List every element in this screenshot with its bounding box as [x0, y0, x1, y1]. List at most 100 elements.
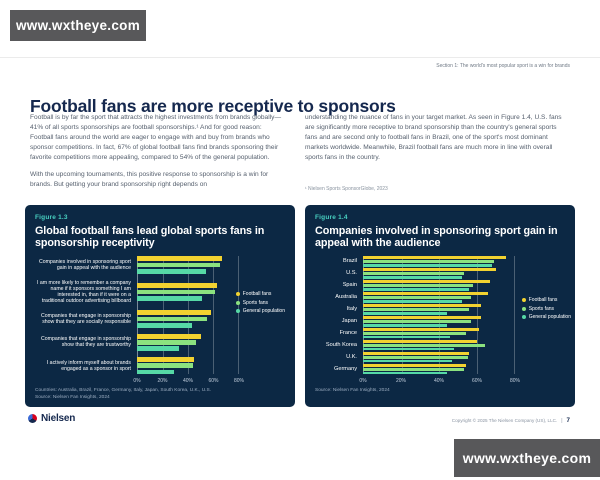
bar-sports-fans [363, 355, 468, 359]
bar-football-fans [137, 357, 195, 362]
nielsen-logo-icon [28, 414, 37, 423]
bar-general-population [363, 335, 451, 339]
bar-general-population [363, 299, 462, 303]
bar-general-population [137, 295, 203, 301]
chart-category-row: U.K. [315, 352, 565, 363]
bar-group [363, 304, 515, 315]
bar-group [137, 283, 239, 301]
chart-body: Companies involved in sponsoring sport g… [35, 256, 285, 384]
figure-label: Figure 1.3 [35, 214, 68, 221]
chart-category-row: Italy [315, 304, 565, 315]
axis-tick: 40% [182, 378, 194, 385]
axis-tick: 0% [359, 378, 367, 385]
chart-category-row: I actively inform myself about brands en… [35, 357, 285, 375]
category-label: Companies involved in sponsoring sport g… [39, 258, 131, 271]
bar-sports-fans [363, 343, 485, 347]
bar-general-population [363, 287, 470, 291]
bar-group [363, 316, 515, 327]
chart-rows: Brazil U.S. Spain Australia Italy Japan France… [315, 256, 565, 375]
legend-dot [521, 315, 526, 319]
x-axis: 0% 20% 40% 60% 80% [359, 377, 520, 385]
bar-sports-fans [137, 316, 208, 322]
bar-general-population [137, 322, 192, 328]
axis-tick: 60% [208, 378, 219, 385]
chart-category-row: Companies that engage in sponsorship sho… [35, 310, 285, 328]
bar-general-population [137, 346, 180, 351]
bar-sports-fans [363, 260, 495, 263]
bar-group [363, 352, 515, 363]
bar-general-population [363, 347, 455, 351]
legend-label: General population [242, 308, 285, 314]
bar-group [363, 363, 515, 375]
category-label: Japan [341, 318, 357, 325]
bar-football-fans [363, 328, 479, 331]
copyright-text: Copyright © 2025 The Nielsen Company (US… [451, 418, 558, 423]
chart-notes: Countries: Australia, Brazil, France, Ge… [35, 388, 285, 402]
chart-gridlines [137, 256, 239, 375]
bar-sports-fans [363, 272, 464, 275]
axis-tick: 40% [433, 378, 445, 385]
chart-footnote: Source: Nielsen Fan Insights, 2024 [35, 395, 110, 401]
bar-football-fans [137, 283, 218, 289]
bar-football-fans [363, 256, 506, 260]
bar-football-fans [137, 333, 201, 339]
bar-general-population [137, 268, 206, 274]
chart-body: Brazil U.S. Spain Australia Italy Japan France… [315, 256, 565, 384]
top-divider [0, 57, 600, 58]
nielsen-logo-text: Nielsen [41, 413, 76, 424]
page-title: Football fans are more receptive to spon… [30, 95, 396, 116]
chart-category-row: Japan [315, 316, 565, 327]
section-label: Section 1: The world's most popular spor… [436, 63, 570, 69]
chart-category-row: Companies involved in sponsoring sport g… [35, 256, 285, 274]
legend-dot [235, 309, 240, 313]
chart-category-row: Germany [315, 363, 565, 375]
bar-football-fans [137, 256, 223, 262]
legend-dot [235, 292, 240, 296]
category-label: Germany [333, 365, 357, 372]
bar-sports-fans [363, 307, 470, 311]
chart-category-row: Brazil [315, 256, 565, 267]
bar-general-population [363, 371, 447, 375]
chart-category-row: France [315, 328, 565, 339]
bar-sports-fans [363, 296, 472, 299]
figure-label: Figure 1.4 [315, 214, 348, 221]
category-label: Spain [342, 282, 357, 289]
chart-title: Global football fans lead global sports … [35, 225, 265, 250]
category-label: Companies that engage in sponsorship sho… [41, 312, 131, 326]
bar-group [363, 340, 515, 351]
source-footnote: ¹ Nielsen Sports SponsorGlobe, 2023 [305, 186, 388, 193]
watermark-bottom: www.wxtheye.com [454, 439, 600, 477]
chart-footnote: Countries: Australia, Brazil, France, Ge… [35, 388, 212, 394]
bar-general-population [363, 263, 493, 267]
bar-group [363, 292, 515, 303]
body-paragraph: understanding the nuance of fans in your… [305, 114, 562, 161]
chart-legend: Football fans Sports fans General populati… [235, 291, 285, 314]
chart-category-row: Australia [315, 292, 565, 303]
bar-football-fans [363, 280, 491, 284]
category-label: I actively inform myself about brands en… [46, 359, 131, 372]
legend-label: General population [528, 314, 571, 320]
category-label: U.K. [346, 353, 357, 360]
bar-group [137, 310, 239, 328]
body-paragraph: With the upcoming tournaments, this posi… [30, 171, 269, 189]
legend-item: General population [235, 308, 285, 314]
bar-football-fans [363, 292, 489, 296]
body-column-left: Football is by far the sport that attrac… [30, 113, 286, 198]
chart-category-row: I am more likely to remember a company n… [35, 280, 285, 305]
bar-general-population [363, 275, 462, 279]
chart-legend: Football fans Sports fans General populati… [521, 297, 571, 320]
bar-group [137, 256, 239, 274]
legend-item: Football fans [521, 297, 571, 303]
category-label: Companies that engage in sponsorship sho… [41, 336, 131, 349]
axis-tick: 20% [395, 378, 407, 385]
bar-sports-fans [363, 367, 464, 371]
bar-group [137, 333, 239, 351]
chart-category-row: South Korea [315, 340, 565, 351]
legend-label: Sports fans [528, 305, 555, 312]
bar-sports-fans [363, 319, 472, 323]
axis-tick: 20% [157, 378, 168, 385]
axis-tick: 60% [471, 378, 483, 385]
bar-general-population [363, 311, 447, 315]
chart-title: Companies involved in sponsoring sport g… [315, 225, 558, 250]
